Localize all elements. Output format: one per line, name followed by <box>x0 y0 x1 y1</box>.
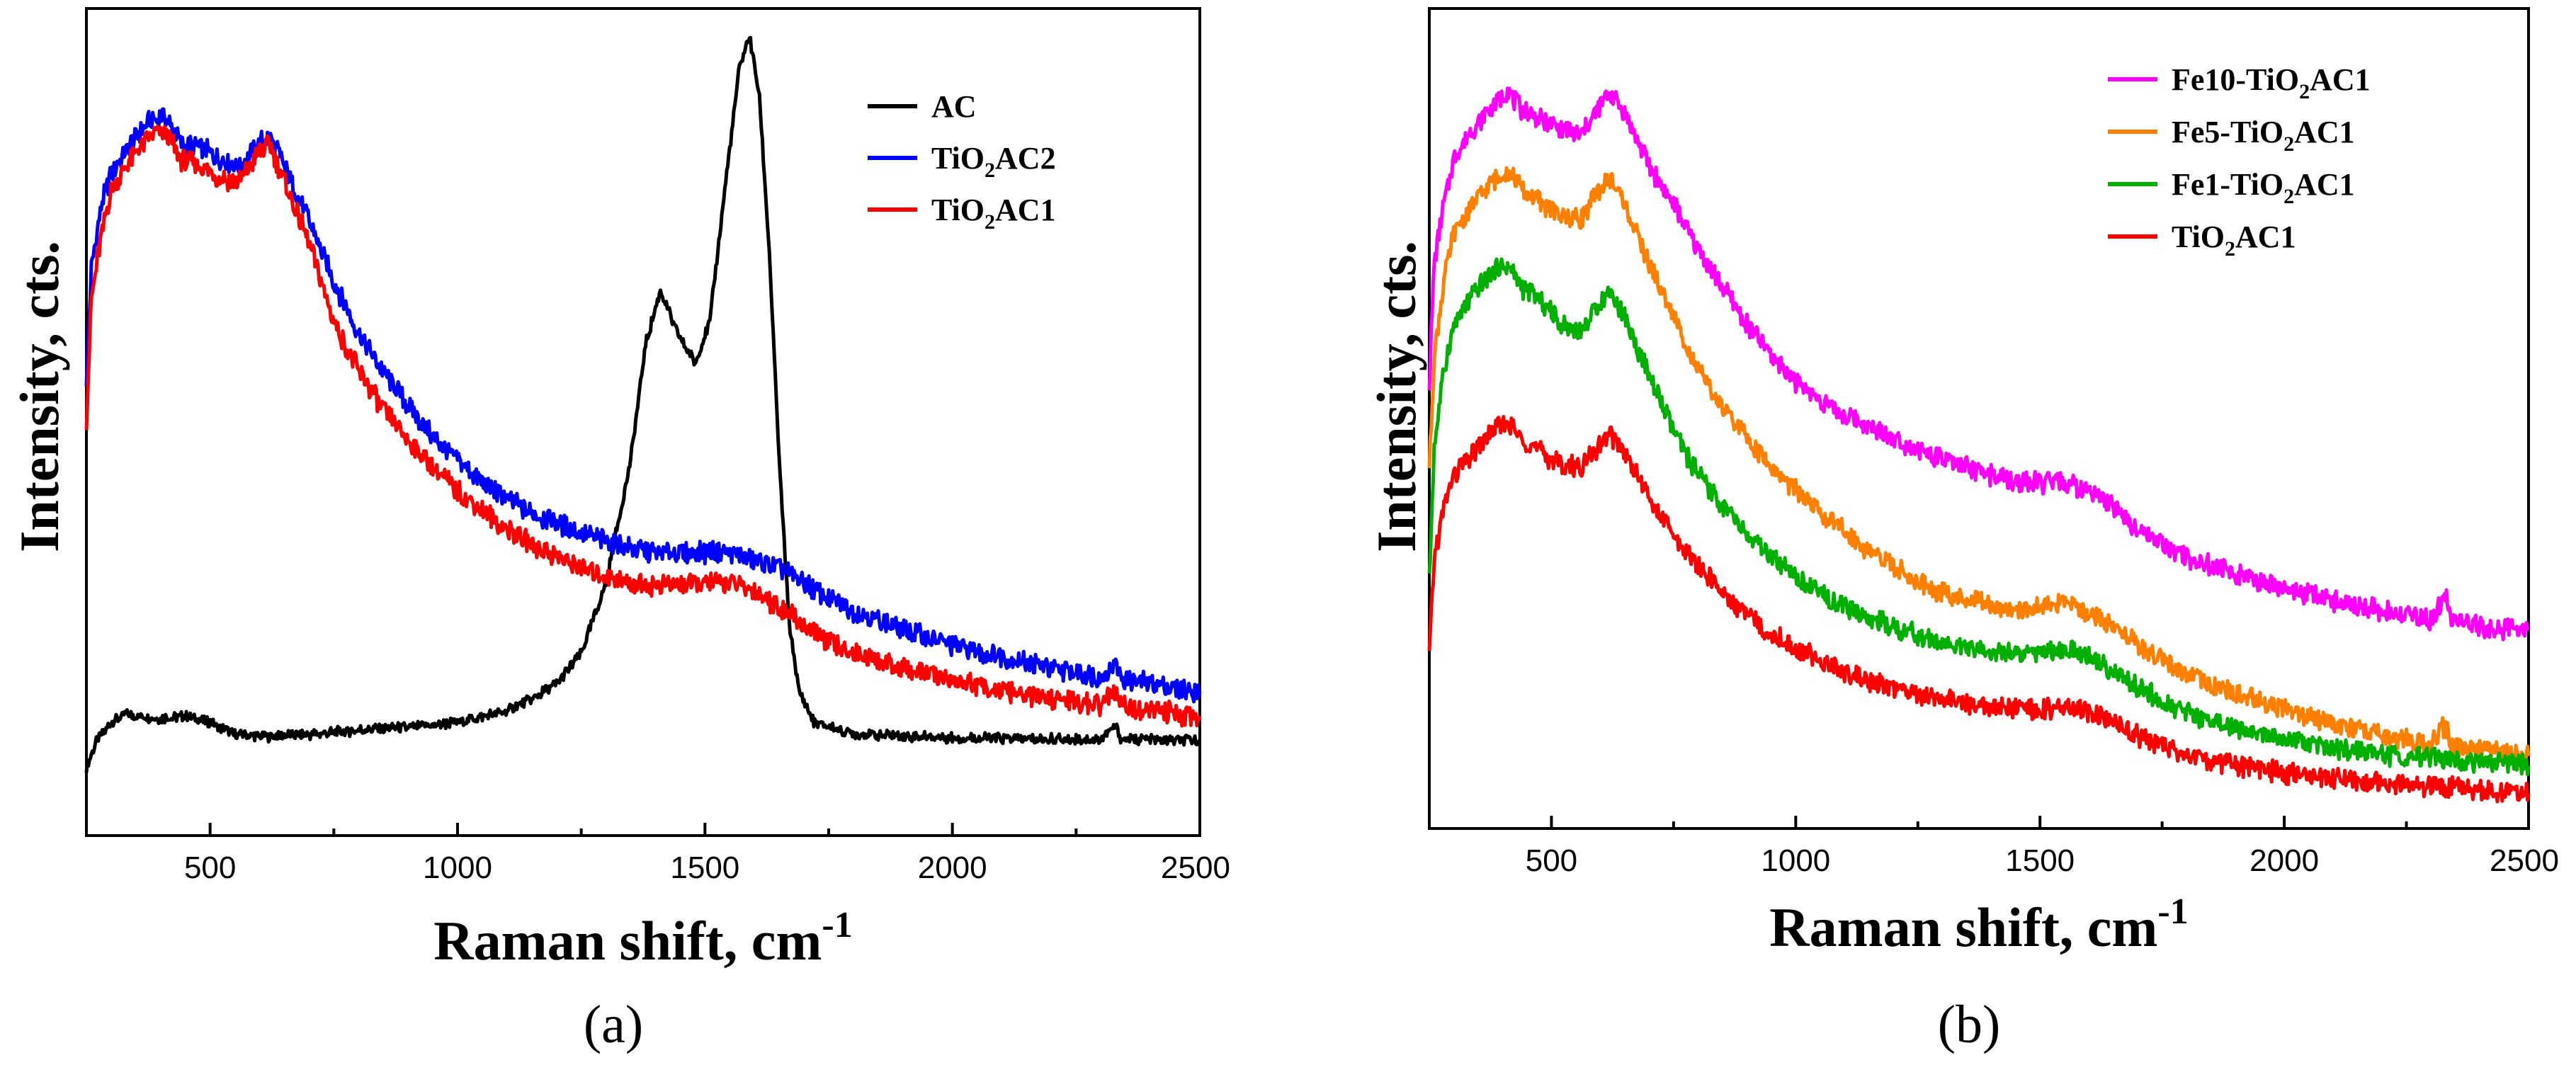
panel-label-b: (b) <box>1938 995 2001 1054</box>
x-axis-label-sup-a: -1 <box>822 905 852 945</box>
chart-panel-b: 500 1000 1500 2000 2500 Fe10-TiO2AC1Fe5-TiO2… <box>1366 7 2559 1054</box>
series-group-a <box>84 35 1202 773</box>
legend-label-tail-b-2: AC1 <box>2294 167 2355 202</box>
legend-label-a-0: AC <box>931 89 977 124</box>
x-axis-label-text-a: Raman shift, cm <box>433 910 822 972</box>
plot-frame-a <box>85 7 1201 837</box>
x-ticks-a: 500 1000 1500 2000 2500 <box>85 823 1230 885</box>
legend-label-tail-b-3: AC1 <box>2235 220 2296 254</box>
legend-label-tail-b-0: AC1 <box>2310 62 2371 97</box>
legend-label-b-2: Fe1-TiO2AC1 <box>2172 167 2355 208</box>
x-tick-label-b-500: 500 <box>1526 843 1577 878</box>
legend-label-main-a-2: TiO <box>931 193 985 227</box>
legend-label-a-2: TiO2AC1 <box>931 193 1056 234</box>
x-ticks-b: 500 1000 1500 2000 2500 <box>1428 816 2559 878</box>
legend-label-sub-a-2: 2 <box>985 210 995 234</box>
legend-label-sub-b-3: 2 <box>2225 237 2235 261</box>
x-axis-label-text-b: Raman shift, cm <box>1769 896 2157 958</box>
plot-frame-b <box>1428 7 2530 830</box>
series-line-b-1 <box>1427 166 2531 765</box>
legend-label-b-3: TiO2AC1 <box>2172 220 2296 261</box>
panel-label-a: (a) <box>584 995 643 1054</box>
legend-label-b-1: Fe5-TiO2AC1 <box>2172 115 2355 156</box>
x-tick-label-a-1500: 1500 <box>670 850 739 885</box>
series-group-b <box>1427 86 2531 804</box>
legend-label-b-0: Fe10-TiO2AC1 <box>2172 62 2371 103</box>
legend-label-main-a-0: AC <box>931 89 977 124</box>
series-line-a-2 <box>84 125 1202 728</box>
x-tick-label-b-2500: 2500 <box>2490 843 2559 878</box>
legend-label-tail-a-1: AC2 <box>995 141 1056 176</box>
y-axis-label-a: Intensity, cts. <box>8 241 70 552</box>
y-axis-label-b: Intensity, cts. <box>1366 241 1427 552</box>
x-tick-label-a-1000: 1000 <box>423 850 492 885</box>
legend-label-tail-b-1: AC1 <box>2294 115 2355 149</box>
legend-label-tail-a-2: AC1 <box>995 193 1056 227</box>
legend-label-sub-b-2: 2 <box>2283 185 2294 208</box>
legend-label-main-b-1: Fe5-TiO <box>2172 115 2283 149</box>
series-line-b-3 <box>1427 415 2531 804</box>
legend-b: Fe10-TiO2AC1Fe5-TiO2AC1Fe1-TiO2AC1TiO2AC… <box>2108 62 2371 261</box>
legend-label-a-1: TiO2AC2 <box>931 141 1056 182</box>
legend-label-main-b-2: Fe1-TiO <box>2172 167 2283 202</box>
x-axis-label-b: Raman shift, cm-1 <box>1769 892 2188 958</box>
legend-label-main-a-1: TiO <box>931 141 985 176</box>
series-line-b-0 <box>1427 86 2530 642</box>
series-line-b-2 <box>1427 257 2531 777</box>
series-line-a-1 <box>84 107 1202 704</box>
legend-label-main-b-3: TiO <box>2172 220 2225 254</box>
x-tick-label-a-500: 500 <box>184 850 236 885</box>
legend-label-sub-b-1: 2 <box>2283 132 2294 156</box>
legend-label-sub-a-1: 2 <box>985 159 995 182</box>
x-tick-label-b-1000: 1000 <box>1761 843 1830 878</box>
x-tick-label-a-2500: 2500 <box>1161 850 1230 885</box>
x-axis-label-a: Raman shift, cm-1 <box>433 905 852 972</box>
x-tick-label-a-2000: 2000 <box>918 850 987 885</box>
x-axis-label-sup-b: -1 <box>2157 892 2188 932</box>
series-line-a-0 <box>84 35 1201 773</box>
x-tick-label-b-1500: 1500 <box>2005 843 2075 878</box>
legend-label-sub-b-0: 2 <box>2299 80 2310 103</box>
x-tick-label-b-2000: 2000 <box>2249 843 2319 878</box>
legend-label-main-b-0: Fe10-TiO <box>2172 62 2299 97</box>
